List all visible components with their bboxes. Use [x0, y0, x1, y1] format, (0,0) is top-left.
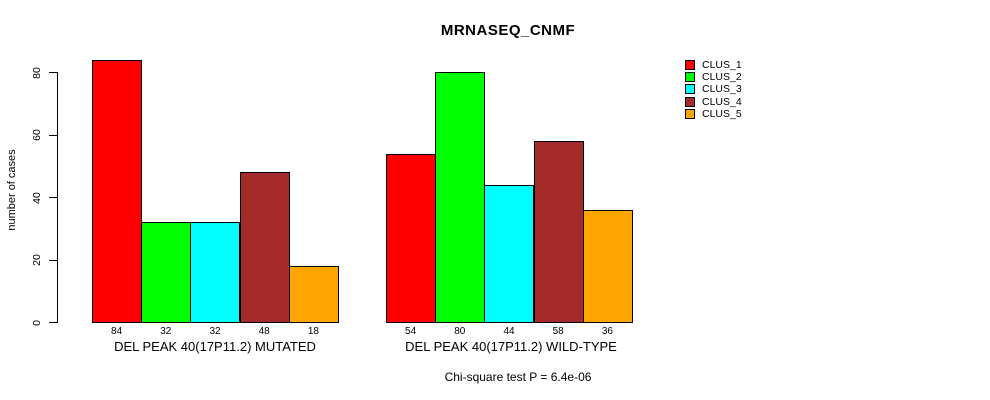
legend-item-clus_5: CLUS_5	[685, 108, 742, 121]
group-label-mutated: DEL PEAK 40(17P11.2) MUTATED	[114, 339, 316, 354]
bar-value-label: 58	[552, 326, 564, 337]
y-tick-label: 40	[31, 191, 43, 204]
bar-value-label: 36	[601, 326, 613, 337]
y-tick	[49, 259, 57, 261]
legend-item-clus_1: CLUS_1	[685, 58, 742, 71]
bar-value-label: 48	[258, 326, 270, 337]
legend-item-clus_4: CLUS_4	[685, 95, 742, 108]
bar-value-label: 32	[209, 326, 221, 337]
legend-item-clus_3: CLUS_3	[685, 83, 742, 96]
y-tick	[49, 322, 57, 323]
legend-swatch	[685, 96, 695, 107]
legend-swatch	[685, 71, 695, 82]
legend-label: CLUS_4	[702, 95, 742, 108]
y-axis-label: number of cases	[6, 149, 18, 231]
bar-value-label: 18	[307, 326, 319, 337]
legend-label: CLUS_2	[702, 70, 742, 83]
bar-clus_4-group2	[534, 141, 584, 323]
bar-clus_2-group1	[141, 222, 191, 323]
legend: CLUS_1 CLUS_2 CLUS_3 CLUS_4 CLUS_5	[685, 59, 742, 121]
bar-clus_1-group1	[92, 59, 142, 323]
legend-swatch	[685, 84, 695, 95]
bar-clus_4-group1	[240, 172, 290, 323]
legend-swatch	[685, 109, 695, 120]
y-axis-line	[57, 72, 58, 323]
group-label-wild-type: DEL PEAK 40(17P11.2) WILD-TYPE	[405, 339, 617, 354]
bar-clus_2-group2	[435, 72, 485, 323]
bar-clus_3-group1	[190, 222, 240, 323]
bar-value-label: 54	[405, 326, 417, 337]
bar-clus_1-group2	[386, 153, 436, 323]
legend-label: CLUS_5	[702, 108, 742, 121]
bar-value-label: 32	[160, 326, 172, 337]
chart-title: MRNASEQ_CNMF	[440, 22, 576, 39]
y-tick-label: 20	[31, 254, 43, 266]
legend-swatch	[685, 59, 695, 70]
bar-clus_3-group2	[484, 184, 534, 323]
chi-square-footnote: Chi-square test P = 6.4e-06	[444, 370, 592, 384]
y-tick-label: 0	[31, 319, 43, 326]
y-tick-label: 80	[31, 67, 43, 79]
bar-value-label: 80	[454, 326, 466, 337]
bar-value-label: 84	[111, 326, 123, 337]
bar-clus_5-group1	[289, 265, 339, 323]
y-tick-label: 60	[31, 129, 43, 142]
bar-clus_5-group2	[583, 209, 633, 323]
y-tick	[49, 197, 57, 199]
legend-label: CLUS_1	[702, 58, 742, 71]
bar-value-label: 44	[503, 326, 515, 337]
y-tick	[49, 72, 57, 74]
legend-item-clus_2: CLUS_2	[685, 70, 742, 83]
y-tick	[49, 134, 57, 136]
legend-label: CLUS_3	[702, 83, 742, 96]
